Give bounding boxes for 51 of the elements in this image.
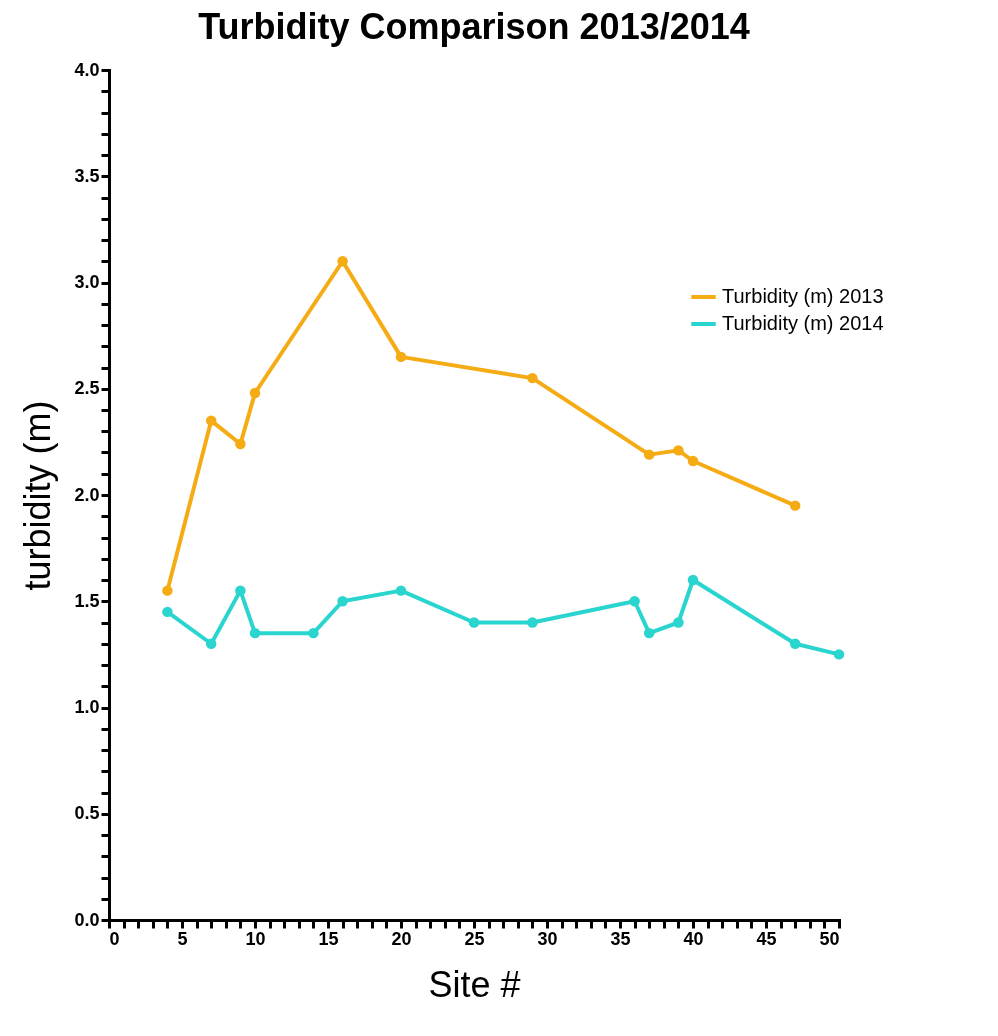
legend-label: Turbidity (m) 2013 xyxy=(722,285,884,307)
y-tick-label: 0.5 xyxy=(74,803,100,824)
y-tick-label: 0.0 xyxy=(74,909,100,930)
point xyxy=(205,415,217,426)
point xyxy=(833,649,845,660)
point xyxy=(162,606,173,618)
point xyxy=(249,627,261,639)
x-tick-label: 45 xyxy=(756,928,777,949)
y-tick-label: 1.5 xyxy=(74,590,100,611)
point xyxy=(308,627,319,639)
point xyxy=(235,585,246,596)
legend-label: Turbidity (m) 2014 xyxy=(722,312,884,334)
point xyxy=(162,585,173,596)
x-tick-label: 15 xyxy=(318,928,339,949)
x-axis-title: Site # xyxy=(428,963,521,1005)
point xyxy=(395,351,407,363)
point xyxy=(629,596,640,607)
point xyxy=(673,445,684,456)
point xyxy=(395,585,407,596)
x-tick-label: 25 xyxy=(464,928,485,949)
point xyxy=(337,596,348,607)
y-axis-title: turbidity (m) xyxy=(17,400,59,591)
y-tick-label: 3.0 xyxy=(74,272,100,292)
point xyxy=(527,372,538,384)
point xyxy=(468,617,480,628)
point xyxy=(673,617,684,628)
point xyxy=(687,455,699,467)
x-tick-label: 35 xyxy=(610,928,631,949)
x-tick-label: 20 xyxy=(391,928,412,949)
y-tick-label: 1.0 xyxy=(74,697,100,717)
point xyxy=(337,256,348,267)
point xyxy=(789,638,801,649)
point xyxy=(643,627,655,639)
y-tick-label: 2.0 xyxy=(74,484,100,505)
x-tick-label: 10 xyxy=(245,928,266,949)
point xyxy=(249,387,261,399)
point xyxy=(687,574,699,586)
point xyxy=(235,438,246,450)
x-tick-label: 30 xyxy=(537,928,558,949)
x-tick-label: 40 xyxy=(683,928,704,949)
point xyxy=(205,638,217,649)
point xyxy=(789,500,801,511)
y-tick-label: 3.5 xyxy=(74,165,100,186)
x-tick-label: 5 xyxy=(177,928,188,949)
chart-title: Turbidity Comparison 2013/2014 xyxy=(198,6,750,47)
x-tick-label: 0 xyxy=(109,928,120,949)
y-tick-label: 2.5 xyxy=(74,378,100,399)
point xyxy=(643,449,655,460)
y-tick-label: 4.0 xyxy=(74,59,100,80)
x-tick-label: 50 xyxy=(819,928,840,949)
point xyxy=(527,617,538,628)
